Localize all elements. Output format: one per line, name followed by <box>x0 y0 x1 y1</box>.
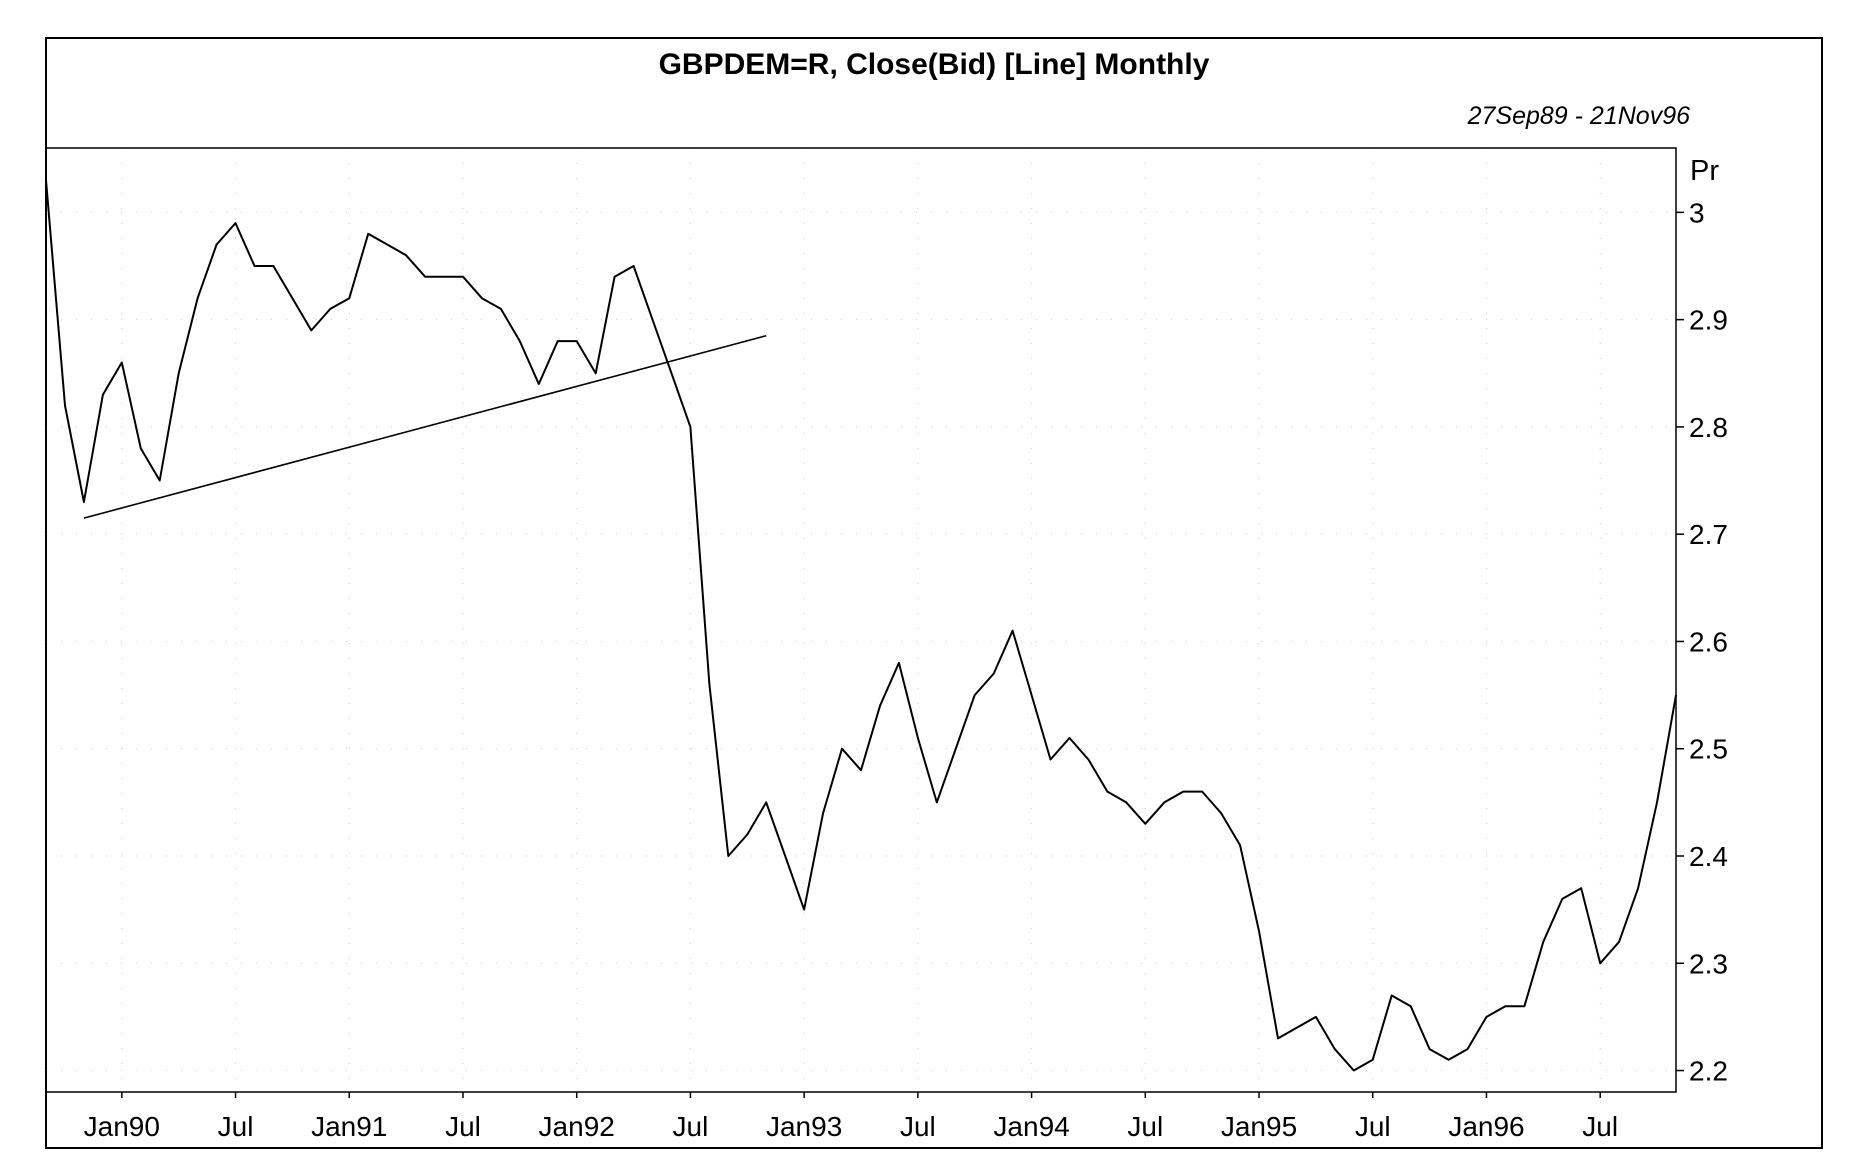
x-tick-label: Jan96 <box>1448 1111 1524 1142</box>
x-tick-label: Jan93 <box>766 1111 842 1142</box>
x-tick-label: Jul <box>673 1111 709 1142</box>
y-tick-label: 3 <box>1689 197 1705 228</box>
y-tick-label: 2.7 <box>1689 519 1728 550</box>
x-tick-label: Jul <box>1355 1111 1391 1142</box>
y-tick-label: 2.2 <box>1689 1056 1728 1087</box>
x-tick-label: Jul <box>1582 1111 1618 1142</box>
trend-line <box>83 334 767 519</box>
x-tick-label: Jan95 <box>1221 1111 1297 1142</box>
x-tick-label: Jul <box>900 1111 936 1142</box>
chart-title: GBPDEM=R, Close(Bid) [Line] Monthly <box>659 48 1210 81</box>
x-tick-label: Jan94 <box>993 1111 1069 1142</box>
y-tick-label: 2.6 <box>1689 626 1728 657</box>
y-axis-label: Pr <box>1690 155 1719 187</box>
x-tick-label: Jan92 <box>539 1111 615 1142</box>
y-tick-label: 2.4 <box>1689 841 1728 872</box>
x-axis: Jan90 Jul Jan91 Jul Jan92 Jul Jan93 Jul Jan94 Jul… <box>84 1092 1618 1142</box>
x-tick-label: Jul <box>218 1111 254 1142</box>
x-tick-label: Jul <box>1127 1111 1163 1142</box>
x-tick-label: Jan91 <box>311 1111 387 1142</box>
y-tick-label: 2.9 <box>1689 305 1728 336</box>
series-lines <box>45 180 1677 1072</box>
y-tick-label: 2.8 <box>1689 412 1728 443</box>
x-tick-label: Jan90 <box>84 1111 160 1142</box>
y-tick-label: 2.5 <box>1689 734 1728 765</box>
y-axis: 2.2 2.3 2.4 2.5 2.6 2.7 2.8 2.9 3 <box>1676 197 1728 1087</box>
series-line-0 <box>45 180 1677 1072</box>
y-tick-label: 2.3 <box>1689 948 1728 979</box>
date-range-label: 27Sep89 - 21Nov96 <box>1467 102 1690 130</box>
chart-frame <box>45 37 1823 1149</box>
x-tick-label: Jul <box>445 1111 481 1142</box>
plot-area <box>45 147 1677 1093</box>
